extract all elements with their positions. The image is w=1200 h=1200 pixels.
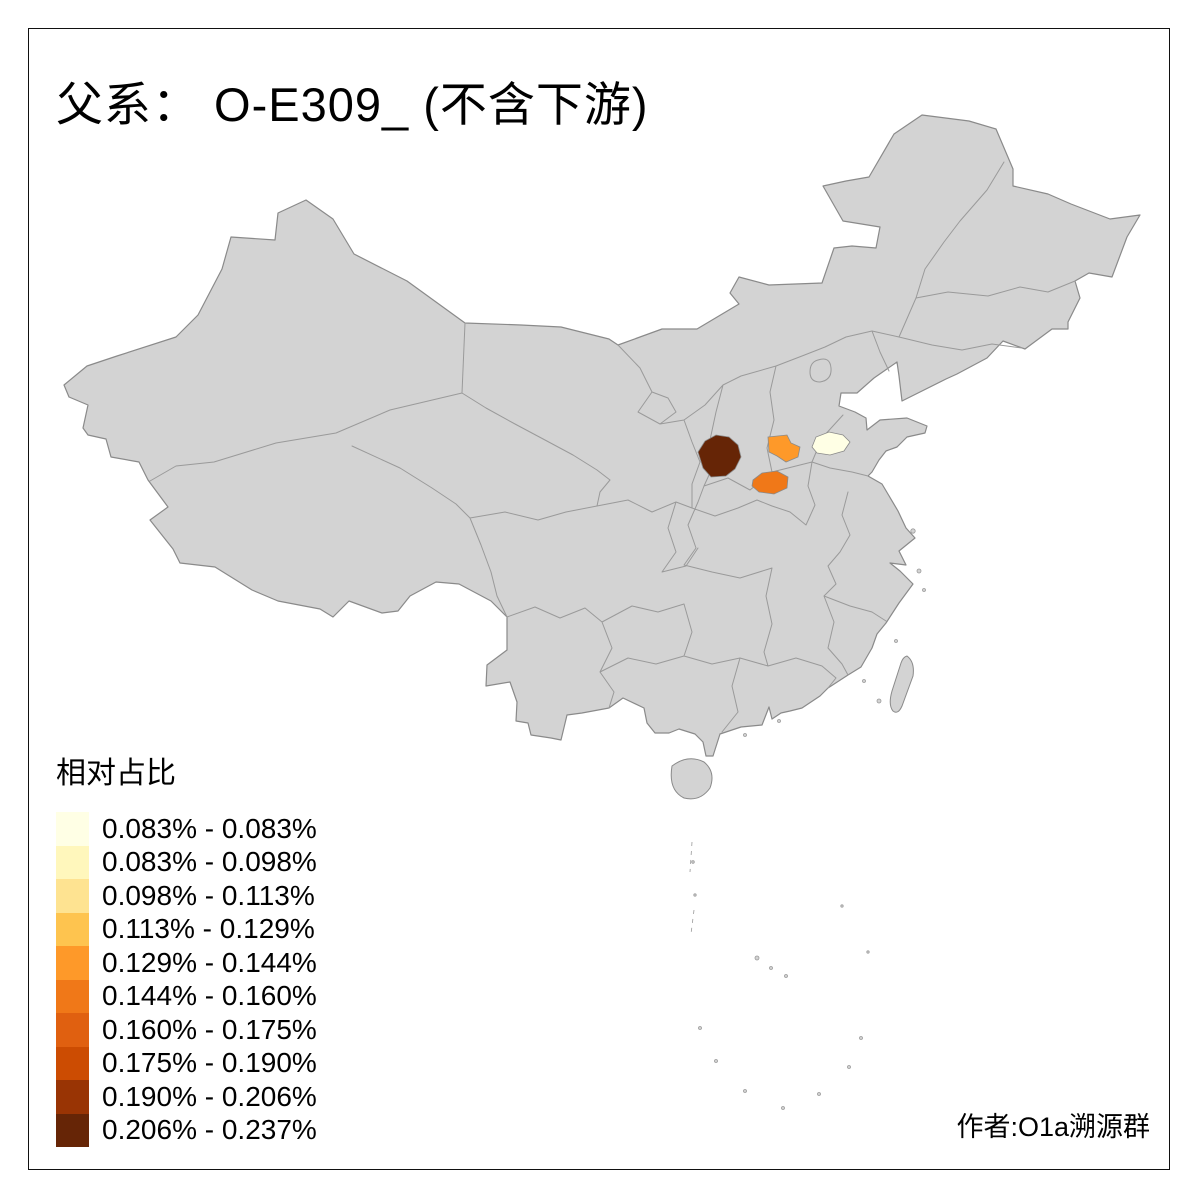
map-title: 父系： O-E309_ (不含下游) <box>56 78 649 131</box>
legend-swatch <box>56 912 89 946</box>
legend-swatch <box>56 1080 89 1114</box>
legend-swatch <box>56 879 89 913</box>
legend: 相对占比 0.083% - 0.083% 0.083% - 0.098% 0.0… <box>56 748 317 1147</box>
south-china-sea-islands <box>689 841 870 1110</box>
credit-text: 作者:O1a溯源群 <box>956 1112 1150 1142</box>
legend-item: 0.175% - 0.190% <box>56 1046 317 1080</box>
legend-label: 0.129% - 0.144% <box>102 946 317 978</box>
legend-swatch <box>56 1046 89 1080</box>
legend-label: 0.190% - 0.206% <box>102 1080 317 1112</box>
taiwan-island <box>889 655 914 713</box>
legend-item: 0.083% - 0.098% <box>56 845 317 879</box>
coastal-islands <box>743 528 926 737</box>
legend-label: 0.113% - 0.129% <box>102 913 315 945</box>
hainan-island <box>670 758 713 800</box>
legend-item: 0.144% - 0.160% <box>56 979 317 1013</box>
legend-item: 0.083% - 0.083% <box>56 812 317 846</box>
legend-swatch <box>56 1013 89 1047</box>
legend-swatch <box>56 946 89 980</box>
legend-label: 0.083% - 0.083% <box>102 812 317 844</box>
legend-item: 0.129% - 0.144% <box>56 946 317 980</box>
legend-swatch <box>56 979 89 1013</box>
map-mainland <box>63 114 1141 757</box>
legend-item: 0.160% - 0.175% <box>56 1013 317 1047</box>
legend-label: 0.083% - 0.098% <box>102 846 317 878</box>
legend-label: 0.175% - 0.190% <box>102 1047 317 1079</box>
highlight-region-3 <box>751 470 789 495</box>
legend-title: 相对占比 <box>56 757 176 790</box>
legend-swatch <box>56 845 89 879</box>
legend-label: 0.206% - 0.237% <box>102 1114 317 1146</box>
legend-item: 0.113% - 0.129% <box>56 912 317 946</box>
legend-label: 0.160% - 0.175% <box>102 1013 317 1045</box>
province-borders <box>149 161 1076 733</box>
legend-label: 0.098% - 0.113% <box>102 879 315 911</box>
legend-swatch <box>56 812 89 846</box>
island-group <box>670 655 914 800</box>
highlight-region-1 <box>697 434 742 478</box>
legend-label: 0.144% - 0.160% <box>102 980 317 1012</box>
plot-frame <box>28 28 1170 1170</box>
legend-item: 0.190% - 0.206% <box>56 1080 317 1114</box>
highlight-region-2 <box>767 434 801 463</box>
legend-item: 0.206% - 0.237% <box>56 1113 317 1147</box>
highlight-region-4 <box>811 431 851 456</box>
legend-swatch <box>56 1113 89 1147</box>
legend-item: 0.098% - 0.113% <box>56 879 317 913</box>
